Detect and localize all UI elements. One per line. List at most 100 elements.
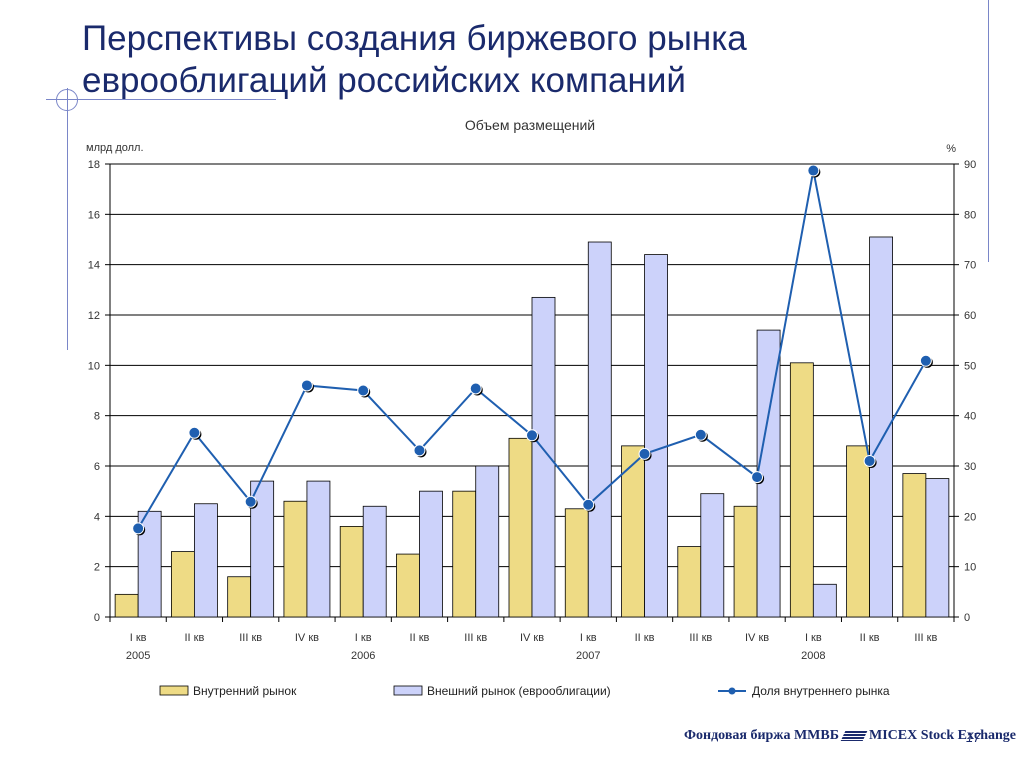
share-point — [694, 428, 707, 441]
category-label: IV кв — [520, 632, 544, 644]
category-label: I кв — [355, 632, 372, 644]
bar-domestic — [508, 437, 533, 618]
decorative-circle — [56, 89, 78, 111]
category-label: I кв — [805, 632, 822, 644]
bar-external — [531, 296, 556, 618]
bar-external — [700, 493, 725, 618]
year-label: 2006 — [351, 650, 375, 662]
title-line-1: Перспективы создания биржевого рынка — [82, 19, 747, 58]
right-tick-label: 40 — [964, 411, 976, 423]
bar-domestic — [283, 500, 308, 618]
left-axis-unit: млрд долл. — [86, 142, 144, 154]
category-label: II кв — [410, 632, 430, 644]
left-tick-label: 6 — [94, 461, 100, 473]
share-point — [919, 354, 932, 367]
right-tick-label: 70 — [964, 260, 976, 272]
right-tick-label: 60 — [964, 310, 976, 322]
bar-external — [869, 236, 893, 618]
share-point — [357, 384, 370, 397]
left-tick-label: 16 — [88, 209, 100, 221]
share-point — [413, 444, 426, 457]
exchange-logo: Фондовая биржа ММВБ MICEX Stock Exchange — [684, 728, 1016, 744]
bar-external — [587, 241, 612, 618]
bar-domestic — [564, 508, 589, 618]
category-label: II кв — [860, 632, 880, 644]
right-axis-unit: % — [946, 143, 956, 155]
right-tick-label: 90 — [964, 159, 976, 171]
year-label: 2005 — [126, 650, 150, 662]
decorative-line-horizontal — [46, 99, 276, 100]
category-label: I кв — [580, 632, 597, 644]
bar-external — [193, 503, 218, 618]
bar-domestic — [733, 505, 758, 618]
left-tick-label: 2 — [94, 562, 100, 574]
legend-domestic: Внутренний рынок — [159, 684, 297, 698]
decorative-line-vertical — [67, 88, 68, 350]
bar-domestic — [396, 553, 420, 618]
share-point — [244, 495, 257, 508]
left-tick-label: 10 — [88, 360, 100, 372]
legend-label: Внешний рынок (еврооблигации) — [427, 684, 611, 698]
line-series — [132, 164, 933, 536]
bar-external — [644, 254, 668, 618]
share-point — [300, 379, 313, 392]
bar-external — [250, 480, 275, 618]
category-label: I кв — [130, 632, 147, 644]
year-label: 2008 — [801, 650, 825, 662]
share-point — [807, 164, 820, 177]
legend-external: Внешний рынок (еврооблигации) — [393, 684, 611, 698]
bar-domestic — [114, 593, 139, 618]
left-tick-label: 12 — [88, 310, 100, 322]
bar-domestic — [227, 576, 252, 618]
year-label: 2007 — [576, 650, 600, 662]
bar-external — [362, 505, 387, 618]
bar-domestic — [846, 445, 870, 618]
page-number: 17 — [966, 730, 981, 745]
bar-external — [812, 583, 837, 618]
left-tick-label: 4 — [94, 511, 100, 523]
legend-swatch — [393, 685, 423, 696]
axes: 0 2 4 6 8 10 12 14 16 18 0 10 20 30 40 50 60 70 80 90 I кв II… — [88, 159, 977, 662]
share-point — [582, 498, 595, 511]
share-point — [132, 522, 145, 535]
bar-series — [114, 236, 950, 618]
category-label: III кв — [464, 632, 487, 644]
legend-marker — [728, 687, 736, 695]
bar-external — [306, 480, 331, 618]
legend-share: Доля внутреннего рынка — [718, 684, 890, 698]
category-label: IV кв — [295, 632, 319, 644]
left-tick-label: 18 — [88, 159, 100, 171]
bar-domestic — [452, 490, 477, 618]
legend-label: Внутренний рынок — [193, 684, 297, 698]
title-line-2: еврооблигаций российских компаний — [82, 61, 686, 100]
bar-external — [137, 510, 162, 618]
bar-external — [475, 465, 500, 618]
legend-swatch — [159, 685, 189, 696]
left-tick-label: 14 — [88, 260, 100, 272]
category-label: III кв — [914, 632, 937, 644]
bar-domestic — [789, 362, 814, 618]
stripes-logo-icon — [840, 730, 868, 741]
bar-external — [419, 490, 443, 618]
share-point — [863, 454, 876, 467]
category-label: IV кв — [745, 632, 769, 644]
decorative-line-right — [988, 0, 989, 262]
share-point — [188, 426, 201, 439]
chart-title: Объем размещений — [465, 117, 595, 133]
brand-right-text: MICEX Stock Exchange — [868, 728, 1016, 743]
category-label: III кв — [689, 632, 712, 644]
right-tick-label: 10 — [964, 562, 976, 574]
legend: Внутренний рынок Внешний рынок (еврооблиг… — [159, 684, 890, 698]
page-title: Перспективы создания биржевого рынка евр… — [82, 18, 982, 102]
left-tick-label: 8 — [94, 411, 100, 423]
bar-external — [925, 478, 950, 618]
share-point — [469, 382, 482, 395]
bar-domestic — [170, 551, 195, 618]
category-label: III кв — [239, 632, 262, 644]
share-point — [638, 447, 651, 460]
category-label: II кв — [635, 632, 655, 644]
left-tick-label: 0 — [94, 612, 100, 624]
bar-domestic — [902, 473, 927, 618]
bar-domestic — [339, 526, 364, 618]
